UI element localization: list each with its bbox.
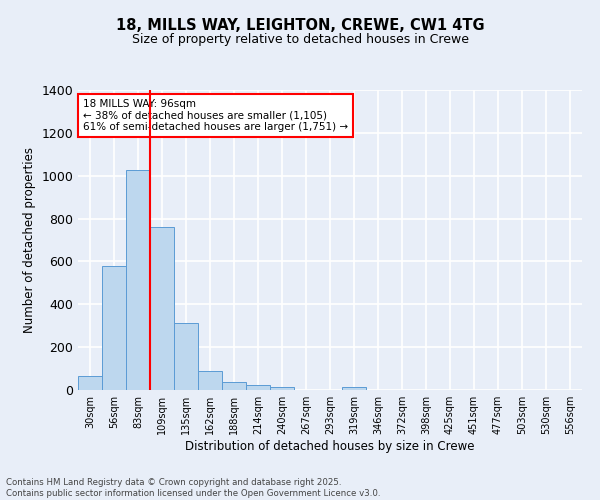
X-axis label: Distribution of detached houses by size in Crewe: Distribution of detached houses by size …	[185, 440, 475, 453]
Bar	[222, 382, 246, 390]
Bar	[150, 227, 174, 390]
Y-axis label: Number of detached properties: Number of detached properties	[23, 147, 36, 333]
Bar	[270, 388, 294, 390]
Bar	[198, 370, 222, 390]
Bar	[102, 266, 126, 390]
Text: Size of property relative to detached houses in Crewe: Size of property relative to detached ho…	[131, 32, 469, 46]
Bar	[246, 386, 270, 390]
Text: 18 MILLS WAY: 96sqm
← 38% of detached houses are smaller (1,105)
61% of semi-det: 18 MILLS WAY: 96sqm ← 38% of detached ho…	[83, 99, 348, 132]
Bar	[174, 322, 198, 390]
Bar	[78, 376, 102, 390]
Text: 18, MILLS WAY, LEIGHTON, CREWE, CW1 4TG: 18, MILLS WAY, LEIGHTON, CREWE, CW1 4TG	[116, 18, 484, 32]
Text: Contains HM Land Registry data © Crown copyright and database right 2025.
Contai: Contains HM Land Registry data © Crown c…	[6, 478, 380, 498]
Bar	[342, 387, 366, 390]
Bar	[126, 170, 150, 390]
